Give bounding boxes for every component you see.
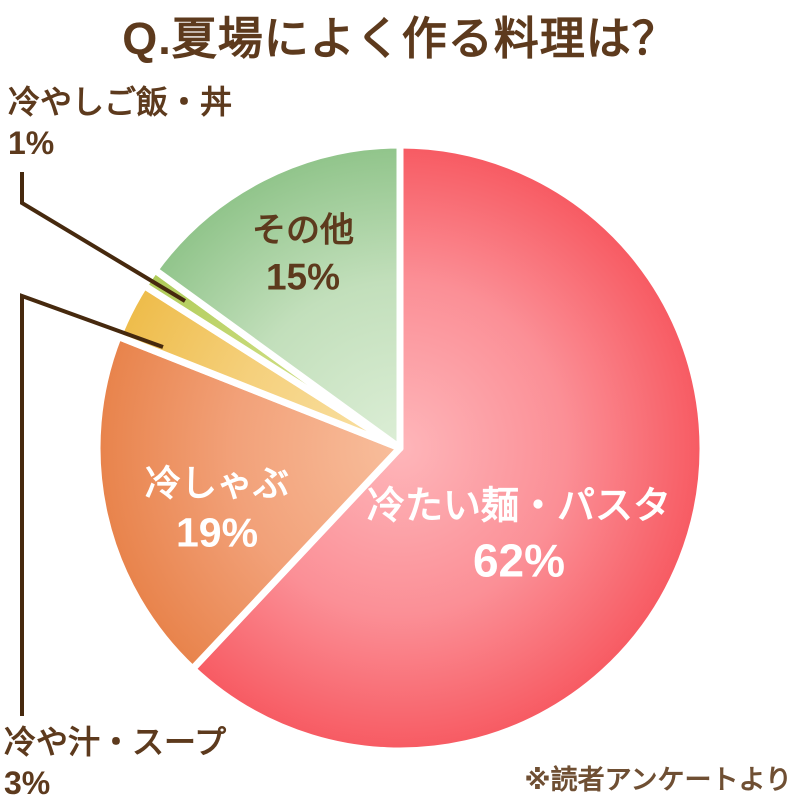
source-note: ※読者アンケートより	[524, 765, 792, 795]
slice-percent: 19%	[175, 509, 259, 556]
slice-percent: 1%	[8, 124, 55, 161]
callout-line-hiyajiru-soup	[20, 293, 164, 716]
slice-percent: 62%	[472, 533, 566, 586]
label-hiyajiru-soup: 冷や汁・スープ 3%	[4, 722, 226, 800]
slice-percent: 3%	[4, 764, 51, 800]
label-hiyashabu: 冷しゃぶ 19%	[145, 461, 289, 560]
slice-name: 冷たい麺・パスタ	[366, 485, 672, 528]
slice-name: 冷やしご飯・丼	[8, 84, 233, 120]
label-tsumetai-men-pasta: 冷たい麺・パスタ 62%	[367, 482, 671, 590]
slice-name: 冷や汁・スープ	[4, 724, 227, 760]
pie-slice-0	[189, 141, 707, 755]
chart-title: Q.夏場によく作る料理は？	[122, 13, 678, 64]
slice-name: その他	[252, 211, 354, 250]
slice-name: 冷しゃぶ	[144, 462, 290, 504]
label-hiyashi-gohan-don: 冷やしご飯・丼 1%	[8, 82, 232, 164]
pie-slice-4	[151, 141, 404, 452]
label-sonota: その他 15%	[252, 210, 354, 301]
slice-percent: 15%	[265, 256, 341, 298]
callout-line-hiyashi-gohan-don	[20, 172, 187, 303]
